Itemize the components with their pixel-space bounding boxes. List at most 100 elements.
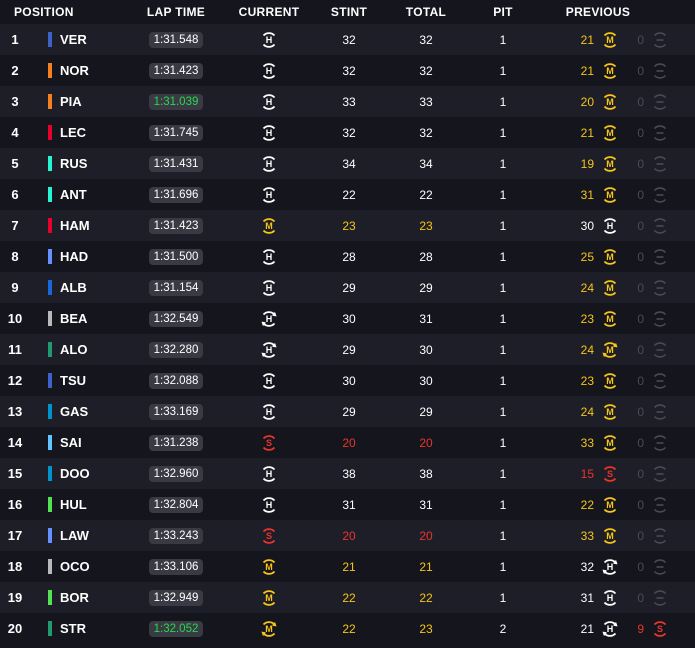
table-row[interactable]: 7 HAM 1:31.423 M 23 23 1 30 H 0 [0,210,695,241]
previous-tyre-cell: 31 M [538,185,628,205]
pit-count: 1 [499,497,507,512]
previous-laps: 23 [580,373,594,388]
driver-cell: STR [48,621,128,636]
previous-2-laps: 0 [637,218,644,233]
empty-tyre-icon [650,61,670,81]
previous-laps: 22 [580,497,594,512]
table-row[interactable]: 16 HUL 1:32.804 H 31 31 1 22 M 0 [0,489,695,520]
table-row[interactable]: 15 DOO 1:32.960 H 38 38 1 15 S 0 [0,458,695,489]
position-number: 16 [7,497,23,512]
lap-time-cell: 1:31.500 [128,248,224,265]
table-header: POSITION LAP TIME CURRENT STINT TOTAL PI… [0,0,695,24]
pit-count: 1 [499,435,507,450]
driver-cell: BEA [48,311,128,326]
previous-2-laps: 0 [637,466,644,481]
table-row[interactable]: 2 NOR 1:31.423 H 32 32 1 21 M 0 [0,55,695,86]
lap-time-cell: 1:32.949 [128,589,224,606]
table-row[interactable]: 11 ALO 1:32.280 H 29 30 1 24 M 0 [0,334,695,365]
table-row[interactable]: 6 ANT 1:31.696 H 22 22 1 31 M 0 [0,179,695,210]
total-laps: 23 [419,621,433,636]
table-row[interactable]: 14 SAI 1:31.238 S 20 20 1 33 M 0 [0,427,695,458]
medium-tyre-icon: M [600,61,620,81]
hard-tyre-icon: H [259,185,279,205]
table-row[interactable]: 13 GAS 1:33.169 H 29 29 1 24 M 0 [0,396,695,427]
position-cell: 19 [0,590,48,605]
svg-text:M: M [265,624,273,634]
svg-text:H: H [266,128,273,138]
lap-time-cell: 1:33.106 [128,558,224,575]
position-cell: 1 [0,32,48,47]
medium-tyre-icon: M [600,526,620,546]
table-row[interactable]: 9 ALB 1:31.154 H 29 29 1 24 M 0 [0,272,695,303]
medium-tyre-icon: M [600,371,620,391]
header-pit[interactable]: PIT [493,5,513,19]
svg-text:S: S [266,438,272,448]
position-number: 7 [11,218,19,233]
pit-count: 1 [499,156,507,171]
current-tyre-cell: H [224,185,314,205]
svg-text:M: M [606,376,614,386]
stint-laps: 32 [342,63,356,78]
medium-tyre-icon: M [600,278,620,298]
medium-tyre-icon: M [600,154,620,174]
current-tyre-cell: M [224,588,314,608]
position-cell: 15 [0,466,48,481]
table-row[interactable]: 3 PIA 1:31.039 H 33 33 1 20 M 0 [0,86,695,117]
stint-laps: 30 [342,373,356,388]
medium-tyre-icon: M [259,588,279,608]
previous-2-laps: 0 [637,404,644,419]
position-number: 1 [11,32,19,47]
header-lap-time[interactable]: LAP TIME [146,5,206,19]
team-color-bar [48,373,52,388]
table-row[interactable]: 18 OCO 1:33.106 M 21 21 1 32 H 0 [0,551,695,582]
position-number: 20 [7,621,23,636]
table-row[interactable]: 8 HAD 1:31.500 H 28 28 1 25 M 0 [0,241,695,272]
header-previous[interactable]: PREVIOUS [565,5,631,19]
lap-time-cell: 1:31.238 [128,434,224,451]
position-number: 3 [11,94,19,109]
table-row[interactable]: 5 RUS 1:31.431 H 34 34 1 19 M 0 [0,148,695,179]
table-row[interactable]: 1 VER 1:31.548 H 32 32 1 21 M 0 [0,24,695,55]
driver-code: HUL [60,497,87,512]
table-row[interactable]: 19 BOR 1:32.949 M 22 22 1 31 H 0 [0,582,695,613]
current-tyre-cell: H [224,402,314,422]
driver-cell: DOO [48,466,128,481]
current-tyre-cell: H [224,371,314,391]
hard-tyre-icon: H [259,464,279,484]
previous-tyre-2-cell: 0 [628,526,695,546]
medium-tyre-icon: M [600,123,620,143]
medium-tyre-icon: M [600,30,620,50]
position-number: 9 [11,280,19,295]
previous-laps: 24 [580,280,594,295]
driver-cell: SAI [48,435,128,450]
previous-tyre-2-cell: 0 [628,464,695,484]
medium-tyre-icon: M [600,247,620,267]
table-row[interactable]: 20 STR 1:32.052 M 22 23 2 21 H 9 S [0,613,695,644]
svg-text:H: H [607,593,614,603]
hard-tyre-icon: H [259,402,279,422]
current-tyre-cell: H [224,309,314,329]
total-laps: 22 [419,590,433,605]
current-tyre-cell: H [224,495,314,515]
position-cell: 13 [0,404,48,419]
position-cell: 20 [0,621,48,636]
lap-time-cell: 1:32.088 [128,372,224,389]
table-row[interactable]: 17 LAW 1:33.243 S 20 20 1 33 M 0 [0,520,695,551]
driver-code: ALO [60,342,88,357]
header-stint[interactable]: STINT [330,5,368,19]
empty-tyre-icon [650,557,670,577]
pit-count: 1 [499,373,507,388]
medium-tyre-icon: M [600,495,620,515]
header-current[interactable]: CURRENT [238,5,300,19]
driver-code: ANT [60,187,87,202]
table-row[interactable]: 4 LEC 1:31.745 H 32 32 1 21 M 0 [0,117,695,148]
total-laps: 32 [419,125,433,140]
header-total[interactable]: TOTAL [405,5,447,19]
previous-tyre-cell: 32 H [538,557,628,577]
hard-tyre-icon: H [259,371,279,391]
table-row[interactable]: 12 TSU 1:32.088 H 30 30 1 23 M 0 [0,365,695,396]
table-row[interactable]: 10 BEA 1:32.549 H 30 31 1 23 M 0 [0,303,695,334]
position-number: 14 [7,435,23,450]
lap-time-cell: 1:31.696 [128,186,224,203]
header-position[interactable]: POSITION [14,5,74,19]
